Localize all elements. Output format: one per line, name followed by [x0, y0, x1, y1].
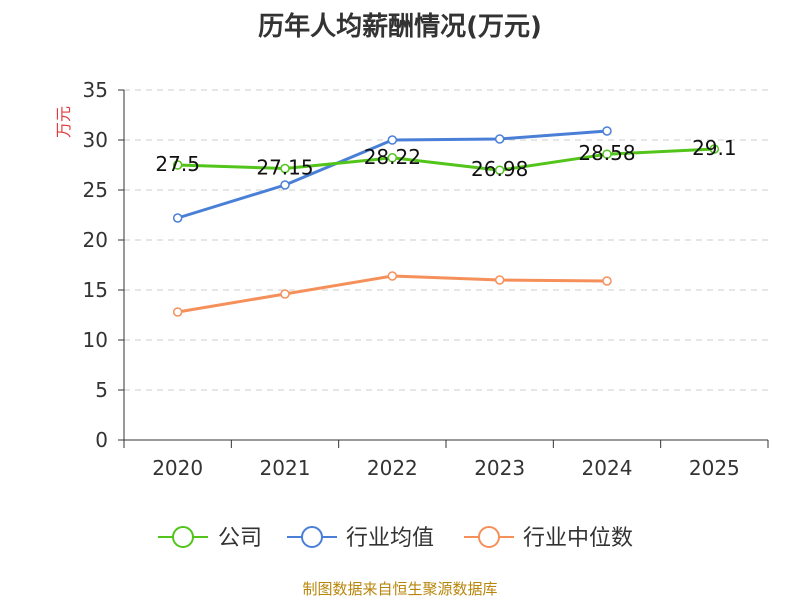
data-label: 27.5	[155, 152, 200, 176]
y-tick-label: 0	[95, 428, 108, 452]
data-point	[387, 135, 398, 145]
data-point	[602, 276, 612, 286]
data-point	[172, 213, 183, 223]
legend-marker	[172, 526, 194, 548]
x-tick-label: 2024	[582, 456, 633, 480]
legend-label: 公司	[218, 526, 262, 551]
chart-title: 历年人均薪酬情况(万元)	[258, 12, 542, 42]
data-point	[280, 163, 290, 174]
data-point	[387, 271, 398, 281]
data-point	[602, 126, 612, 136]
data-label: 26.98	[471, 157, 528, 181]
x-tick-label: 2020	[152, 456, 203, 480]
data-label: 28.22	[364, 145, 421, 169]
data-point	[172, 307, 183, 317]
data-label: 28.58	[578, 141, 635, 165]
data-point	[494, 134, 505, 144]
y-tick-label: 25	[83, 178, 108, 202]
data-point	[172, 160, 183, 170]
legend-marker	[478, 526, 500, 548]
y-tick-label: 35	[83, 78, 108, 102]
data-point	[494, 275, 505, 285]
y-tick-label: 5	[95, 378, 108, 402]
y-tick-label: 15	[83, 278, 108, 302]
x-tick-label: 2022	[367, 456, 418, 480]
legend-label: 行业中位数	[523, 526, 633, 551]
data-point	[709, 144, 720, 154]
x-tick-label: 2025	[689, 456, 740, 480]
y-tick-label: 10	[83, 328, 108, 352]
data-point	[602, 149, 612, 159]
legend-label: 行业均值	[346, 526, 434, 551]
data-point	[280, 180, 290, 190]
data-point	[280, 289, 290, 299]
series-line-0	[177, 147, 715, 172]
series-line-2	[177, 274, 608, 314]
y-tick-label: 20	[83, 228, 108, 252]
data-point	[387, 153, 398, 163]
x-tick-label: 2023	[474, 456, 525, 480]
legend-marker	[301, 526, 323, 548]
y-tick-label: 30	[83, 128, 108, 152]
data-label: 27.15	[256, 156, 313, 180]
x-tick-label: 2021	[260, 456, 311, 480]
source-note: 制图数据来自恒生聚源数据库	[302, 580, 498, 598]
data-label: 29.1	[692, 136, 737, 160]
data-point	[494, 165, 505, 175]
y-axis-label: 万元	[54, 106, 73, 138]
